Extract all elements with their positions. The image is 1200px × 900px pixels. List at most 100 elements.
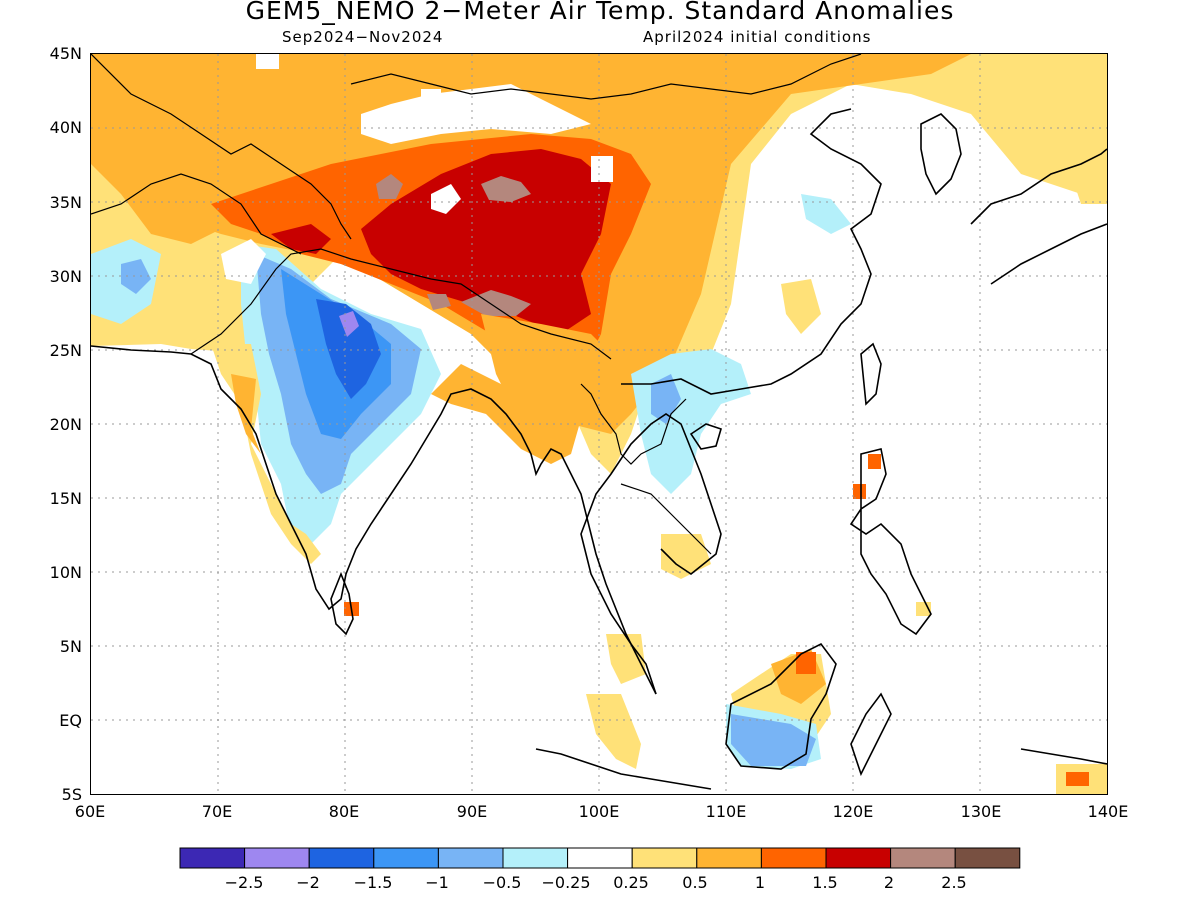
strong-warm-area: [361, 149, 611, 334]
coastline: [970, 148, 1107, 225]
lat-lon-grid: [91, 54, 1107, 794]
map-panel: [90, 53, 1108, 795]
cold-anomaly-area: [631, 349, 751, 494]
border: [580, 383, 687, 465]
warm-anomaly-area: [606, 634, 646, 684]
strong-warm-area: [853, 484, 866, 499]
lon-tick-label: 80E: [328, 802, 360, 821]
extreme-warm-area: [427, 294, 451, 310]
coastline: [849, 448, 932, 636]
color-swatch: [825, 847, 892, 869]
anomaly-fills: [91, 54, 1107, 794]
coastline: [920, 113, 962, 196]
color-swatch: [437, 847, 504, 869]
color-swatch: [502, 847, 569, 869]
lon-tick-label: 110E: [705, 802, 747, 821]
lon-tick-label: 70E: [201, 802, 233, 821]
warm-anomaly-area: [781, 279, 821, 334]
color-bar-label: 2: [883, 873, 895, 892]
lat-tick-label: 10N: [49, 563, 82, 582]
warm-anomaly-area: [586, 694, 641, 769]
color-swatch: [308, 847, 375, 869]
color-bar: [179, 847, 1021, 869]
color-bar-label: −2: [296, 873, 320, 892]
border: [91, 173, 302, 255]
border: [350, 54, 862, 100]
warm-anomaly-area: [231, 374, 261, 454]
coastline: [580, 413, 722, 695]
lat-tick-label: 5N: [59, 637, 82, 656]
neutral-area: [361, 84, 591, 144]
anomaly-map: [91, 54, 1107, 794]
neutral-area: [221, 239, 266, 284]
coastline: [850, 692, 892, 777]
neutral-area: [421, 89, 441, 106]
color-swatch: [244, 847, 310, 869]
lat-tick-label: 25N: [49, 341, 82, 360]
lat-tick-label: 5S: [61, 785, 82, 804]
color-bar-label: 0.25: [613, 873, 649, 892]
color-swatch: [631, 847, 698, 869]
neutral-area: [431, 184, 461, 214]
coastline: [330, 571, 354, 636]
coastline: [725, 642, 837, 770]
initial-conditions: April2024 initial conditions: [643, 28, 872, 46]
border: [620, 483, 712, 555]
color-bar-label: −2.5: [224, 873, 264, 892]
color-swatch: [760, 847, 827, 869]
lon-tick-label: 120E: [832, 802, 874, 821]
lon-tick-label: 100E: [578, 802, 620, 821]
extreme-warm-area: [461, 290, 531, 316]
cold-anomaly-area: [121, 259, 151, 294]
extreme-warm-area: [376, 174, 403, 199]
coastline: [1020, 748, 1107, 765]
warm-anomaly-area: [991, 54, 1107, 84]
color-swatch: [179, 847, 246, 869]
color-bar-label: −1.5: [353, 873, 393, 892]
color-swatch: [890, 847, 956, 869]
color-swatch: [954, 847, 1021, 869]
cold-anomaly-area: [801, 194, 851, 234]
lat-tick-label: EQ: [59, 711, 82, 730]
coastline: [860, 342, 882, 406]
lon-tick-label: 140E: [1087, 802, 1129, 821]
coldest-anomaly-area: [339, 311, 359, 337]
warm-anomaly-area: [91, 64, 251, 244]
color-bar-label: 0.5: [682, 873, 708, 892]
chart-title: GEM5_NEMO 2−Meter Air Temp. Standard Ano…: [245, 0, 955, 25]
color-swatch: [373, 847, 439, 869]
lon-tick-label: 130E: [960, 802, 1002, 821]
country-borders: [91, 54, 862, 555]
extreme-warm-area: [481, 176, 531, 202]
cold-anomaly-area: [731, 714, 816, 766]
strong-warm-area: [796, 652, 816, 674]
coastlines: [91, 108, 1107, 790]
border: [190, 248, 612, 360]
coastline: [91, 345, 657, 695]
forecast-period: Sep2024−Nov2024: [282, 28, 444, 46]
lat-tick-label: 40N: [49, 118, 82, 137]
neutral-area: [591, 156, 613, 182]
color-bar-label: 2.5: [941, 873, 967, 892]
lat-tick-label: 20N: [49, 415, 82, 434]
lat-tick-label: 35N: [49, 193, 82, 212]
coastline: [535, 748, 712, 790]
warm-anomaly-area: [1071, 154, 1107, 204]
color-swatch: [567, 847, 633, 869]
lat-tick-label: 30N: [49, 267, 82, 286]
cold-anomaly-area: [316, 299, 381, 399]
coastline: [990, 223, 1107, 285]
color-bar-label: 1.5: [812, 873, 838, 892]
strong-warm-area: [868, 454, 881, 469]
lon-tick-label: 90E: [456, 802, 488, 821]
color-bar-label: −0.25: [541, 873, 591, 892]
border: [91, 54, 352, 240]
color-swatch: [696, 847, 762, 869]
lat-tick-label: 45N: [49, 44, 82, 63]
neutral-area: [256, 54, 279, 69]
strong-warm-area: [271, 224, 331, 254]
color-bar-label: 1: [754, 873, 766, 892]
lat-tick-label: 15N: [49, 489, 82, 508]
lon-tick-label: 60E: [74, 802, 106, 821]
coastline: [689, 423, 722, 450]
